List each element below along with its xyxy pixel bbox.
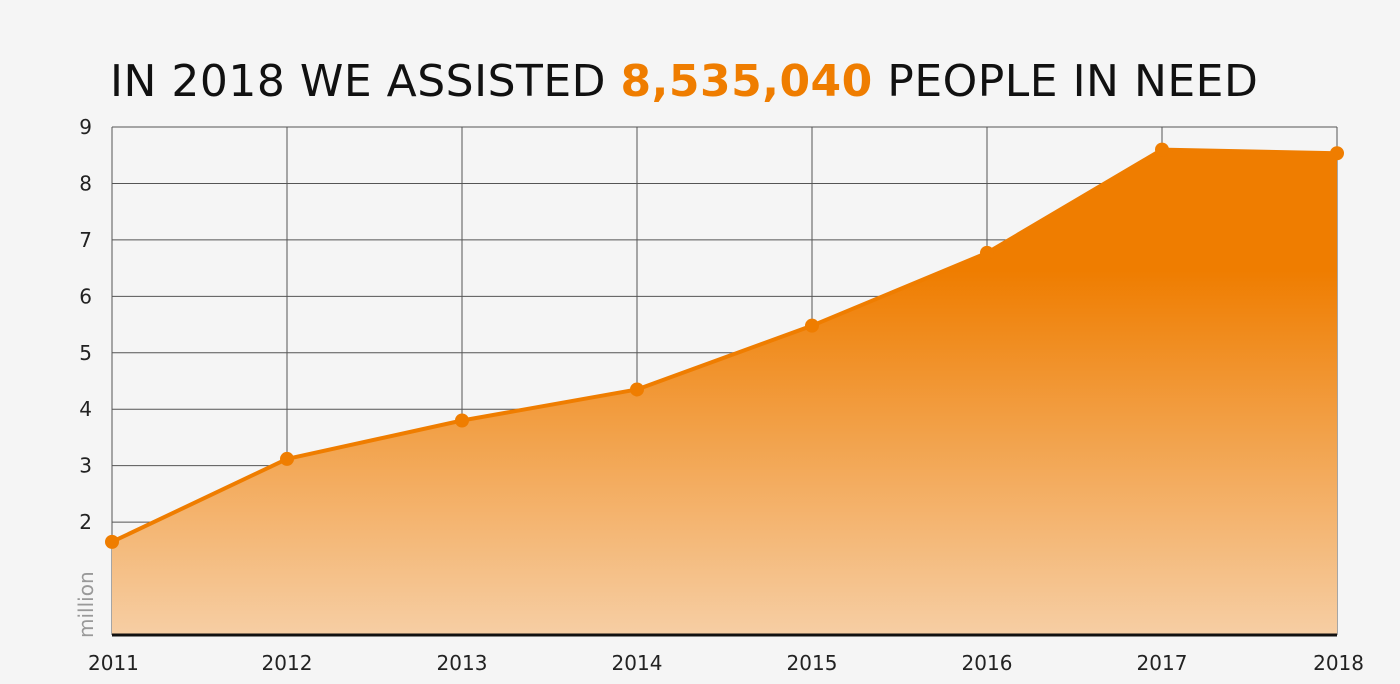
- x-tick-label: 2017: [1137, 651, 1188, 675]
- y-axis-unit-label: million: [74, 571, 98, 638]
- data-point-2012: [280, 451, 294, 466]
- y-tick-label: 7: [79, 228, 92, 252]
- x-tick-label: 2014: [612, 651, 663, 675]
- y-tick-label: 4: [79, 397, 92, 421]
- y-tick-label: 2: [79, 510, 92, 534]
- data-point-2011: [105, 534, 119, 549]
- x-tick-label: 2018: [1313, 651, 1364, 675]
- title-highlight-count: 8,535,040: [620, 56, 873, 107]
- data-point-2013: [455, 413, 469, 428]
- data-point-2014: [630, 382, 644, 397]
- chart-title: IN 2018 WE ASSISTED 8,535,040 PEOPLE IN …: [110, 52, 1258, 112]
- y-tick-label: 9: [79, 115, 92, 139]
- data-point-2017: [1155, 142, 1169, 157]
- data-point-2016: [980, 245, 994, 260]
- y-tick-label: 6: [79, 284, 92, 308]
- y-tick-label: 8: [79, 171, 92, 195]
- series-line: [111, 147, 1338, 544]
- x-tick-label: 2015: [787, 651, 838, 675]
- x-tick-label: 2013: [437, 651, 488, 675]
- title-prefix: IN 2018 WE ASSISTED: [110, 56, 621, 107]
- data-point-2015: [805, 318, 819, 333]
- x-tick-label: 2011: [88, 651, 139, 675]
- y-tick-label: 5: [79, 341, 92, 365]
- y-tick-label: 3: [79, 454, 92, 478]
- data-point-2018: [1330, 146, 1344, 161]
- title-suffix: PEOPLE IN NEED: [872, 56, 1259, 107]
- x-tick-label: 2016: [962, 651, 1013, 675]
- x-tick-label: 2012: [262, 651, 313, 675]
- series-area: [112, 149, 1337, 636]
